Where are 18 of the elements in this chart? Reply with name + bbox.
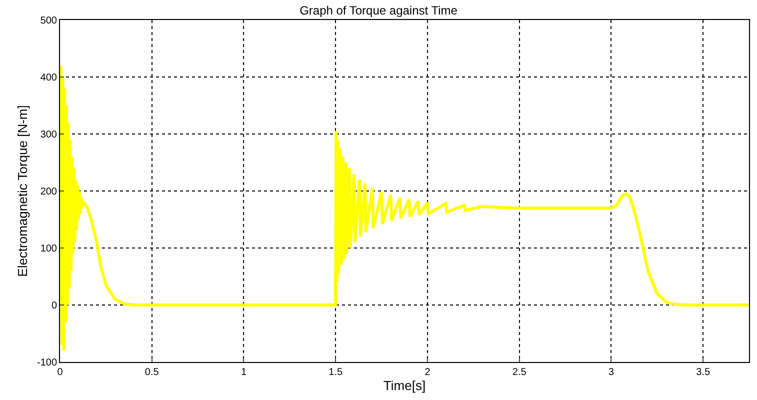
y-tick-label: 400 xyxy=(40,72,58,84)
x-tick-label: 2 xyxy=(424,367,431,378)
x-axis-title: Time[s] xyxy=(383,378,426,393)
chart-title: Graph of Torque against Time xyxy=(300,3,458,18)
y-tick-label: 200 xyxy=(40,186,58,198)
x-tick-label: 0.5 xyxy=(144,367,160,378)
y-tick-label: 0 xyxy=(51,300,58,312)
y-tick-label: -100 xyxy=(36,358,58,368)
line-series xyxy=(60,64,749,352)
y-tick-label: 300 xyxy=(40,130,58,140)
x-tick-label: 1 xyxy=(240,367,247,378)
x-tick-label: 2.5 xyxy=(512,367,527,378)
x-tick-label: 1.5 xyxy=(328,367,343,378)
x-tick-label: 3.5 xyxy=(696,367,710,378)
y-tick-label: 100 xyxy=(40,244,58,254)
y-axis-title: Electromagnetic Torque [N-m] xyxy=(14,105,30,277)
x-tick-label: 3 xyxy=(608,367,614,378)
y-tick-label: 500 xyxy=(40,16,58,26)
